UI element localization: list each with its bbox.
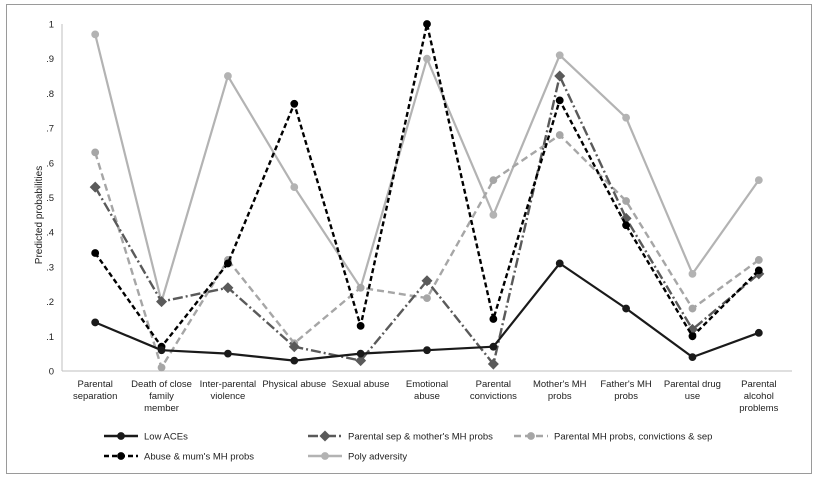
data-point	[423, 346, 431, 355]
data-point	[622, 113, 630, 122]
x-category-label: Parental alcohol problems	[739, 379, 778, 414]
data-point	[157, 346, 166, 355]
data-point	[555, 131, 564, 139]
data-point	[489, 176, 498, 185]
series-1	[89, 70, 765, 370]
y-tick-label: .9	[46, 54, 54, 65]
data-point	[754, 256, 763, 264]
legend-label: Abuse & mum's MH probs	[144, 452, 254, 463]
y-tick-labels: 0 .1 .2 .3 .4 .5 .6 .7 .8 .9 1	[46, 20, 54, 378]
y-tick-label: 1	[49, 20, 54, 31]
x-category-label: Inter-parental violence	[200, 379, 257, 402]
legend-label: Parental sep & mother's MH probs	[348, 432, 493, 443]
y-tick-label: .3	[46, 262, 54, 273]
data-point	[288, 341, 300, 353]
data-point	[487, 358, 499, 370]
data-point	[156, 296, 168, 308]
legend: Low ACEs Parental sep & mother's MH probs…	[104, 430, 712, 463]
legend-label: Low ACEs	[144, 432, 188, 443]
x-category-label: Emotional abuse	[406, 379, 448, 402]
data-point	[423, 294, 431, 303]
x-category-label: Death of close family member	[131, 379, 192, 414]
data-point	[224, 259, 232, 268]
data-point	[290, 99, 299, 108]
data-point	[622, 304, 630, 313]
data-point	[555, 51, 564, 60]
data-point	[688, 304, 697, 313]
data-point	[290, 183, 299, 191]
data-point	[423, 54, 431, 63]
data-point	[421, 275, 433, 287]
y-tick-label: .8	[46, 89, 54, 100]
x-category-label: Parental separation	[73, 379, 117, 402]
legend-item: Parental MH probs, convictions & sep	[514, 432, 712, 443]
chart-frame	[6, 4, 812, 474]
data-point	[688, 332, 697, 341]
data-point	[91, 318, 100, 327]
y-tick-label: .6	[46, 158, 54, 169]
data-point	[489, 210, 498, 219]
data-point	[554, 70, 566, 82]
series-line	[94, 34, 760, 303]
y-tick-label: .7	[46, 124, 54, 135]
data-point	[754, 328, 763, 337]
y-tick-label: .5	[46, 193, 54, 204]
data-point	[319, 430, 331, 442]
data-point	[356, 349, 365, 358]
data-point	[91, 249, 100, 257]
data-point	[157, 363, 166, 372]
x-category-label: Mother's MH probs	[533, 379, 587, 402]
data-point	[91, 30, 100, 39]
data-point	[688, 269, 697, 278]
series-line	[94, 74, 760, 366]
legend-item: Poly adversity	[308, 452, 407, 463]
data-point	[91, 148, 100, 157]
series-0	[91, 259, 763, 365]
legend-item: Abuse & mum's MH probs	[104, 452, 254, 463]
legend-label: Parental MH probs, convictions & sep	[554, 432, 712, 443]
series-line	[94, 22, 760, 348]
data-point	[117, 432, 125, 440]
series-4	[91, 30, 763, 306]
data-point	[321, 452, 329, 460]
data-point	[356, 283, 365, 292]
y-tick-label: .4	[46, 228, 54, 239]
x-category-labels: Parental separation Death of close family me…	[73, 379, 779, 414]
y-tick-label: .1	[46, 332, 54, 343]
data-point	[622, 221, 630, 230]
data-point	[527, 432, 535, 440]
data-point	[224, 349, 232, 358]
x-category-label: Sexual abuse	[332, 379, 390, 390]
data-point	[89, 181, 101, 193]
data-point	[222, 282, 234, 294]
data-point	[622, 197, 630, 205]
legend-item: Low ACEs	[104, 432, 188, 443]
data-point	[489, 315, 498, 323]
legend-label: Poly adversity	[348, 452, 407, 463]
data-point	[224, 72, 232, 80]
y-axis-title: Predicted probabilities	[34, 166, 45, 264]
chart-axes	[61, 24, 792, 372]
y-tick-label: .2	[46, 297, 54, 308]
data-point	[555, 96, 564, 105]
data-point	[489, 342, 498, 351]
x-category-label: Physical abuse	[262, 379, 326, 390]
x-category-label: Father's MH probs	[600, 379, 652, 402]
data-point	[355, 355, 367, 367]
y-tick-label: 0	[49, 367, 54, 378]
x-category-label: Parental drug use	[664, 379, 721, 402]
data-point	[754, 176, 763, 185]
data-point	[290, 356, 299, 365]
data-point	[117, 452, 125, 460]
series-2	[91, 131, 763, 372]
data-point	[555, 259, 564, 268]
data-point	[754, 266, 763, 275]
data-point	[356, 321, 365, 330]
series-group	[89, 20, 765, 372]
x-category-label: Parental convictions	[470, 379, 517, 402]
data-point	[423, 20, 431, 28]
data-point	[688, 353, 697, 362]
legend-item: Parental sep & mother's MH probs	[308, 430, 493, 443]
